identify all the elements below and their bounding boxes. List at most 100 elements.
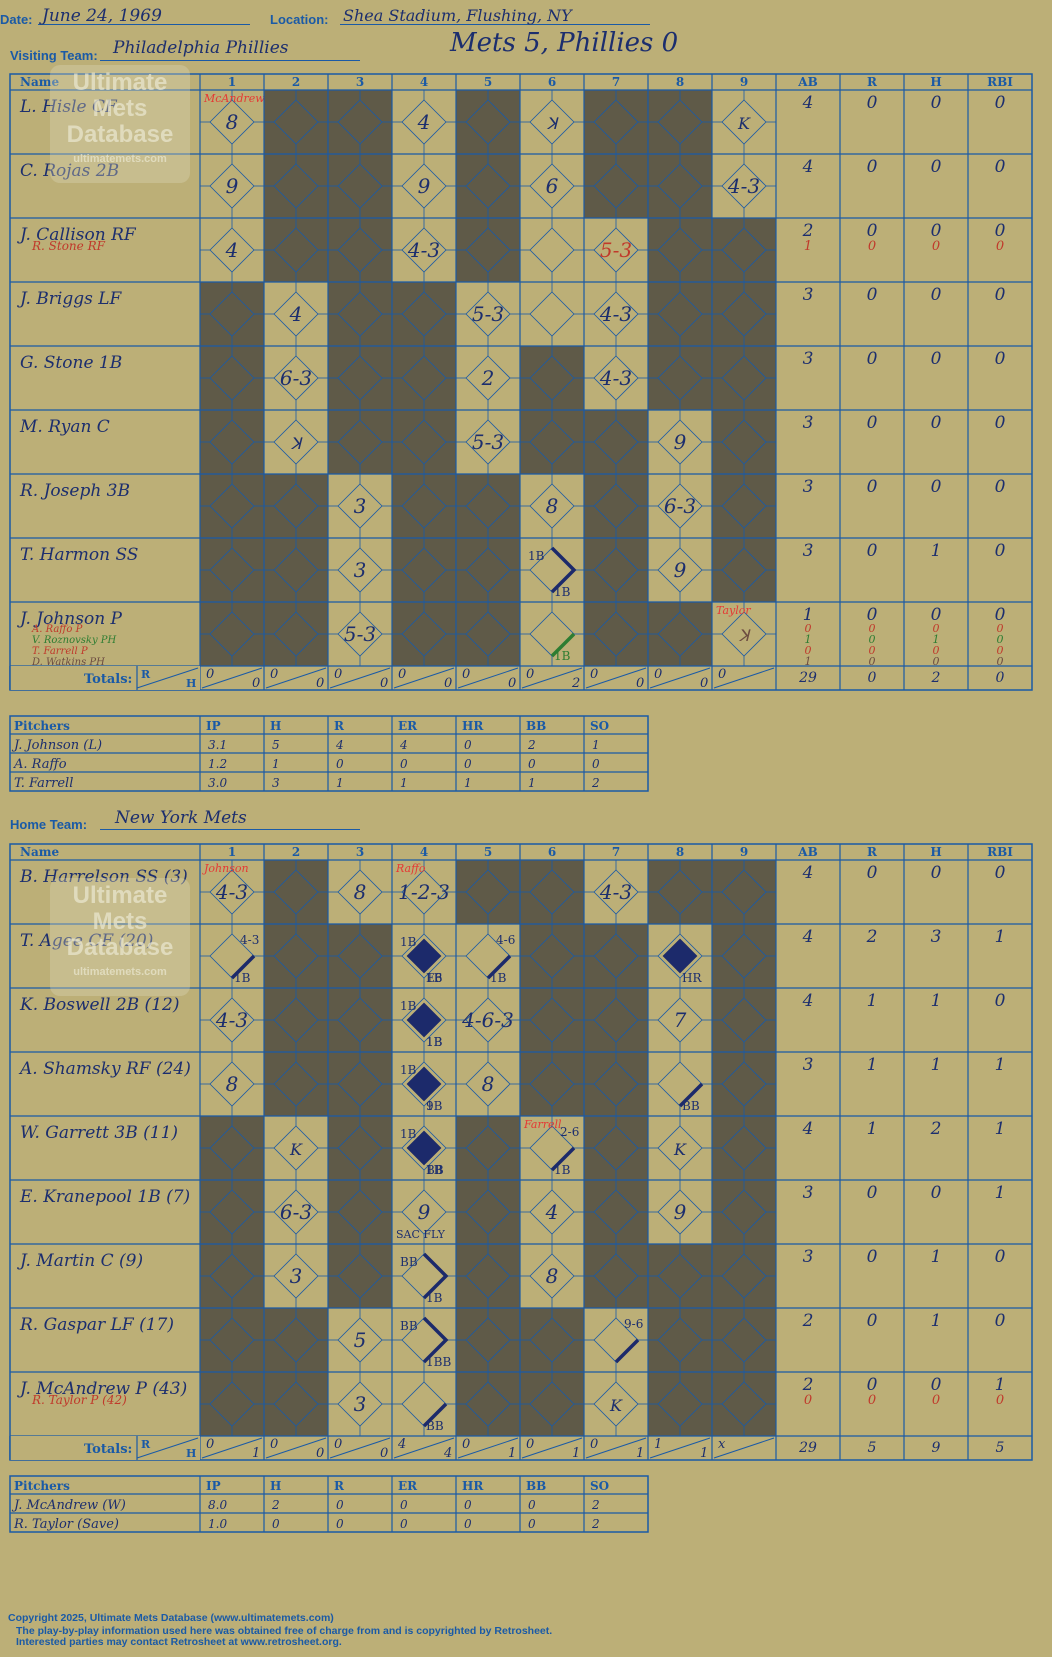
substitute-stat: 0 (997, 644, 1004, 657)
play-code: 7 (674, 1008, 687, 1032)
batter-stat: 4 (802, 93, 814, 113)
batter-stat: 4 (802, 1119, 814, 1139)
grid-header-inning: 4 (420, 845, 428, 859)
play-code: 5 (354, 1328, 367, 1352)
batter-name: W. Garrett 3B (11) (20, 1123, 178, 1143)
batter-stat: 3 (803, 1055, 814, 1075)
play-code: 8 (226, 110, 239, 134)
substitute-stat: 0 (805, 622, 812, 635)
grid-header-inning: 6 (548, 75, 556, 89)
pitcher-stat: 3 (272, 776, 280, 790)
dark-cell (328, 218, 392, 282)
batter-stat: 0 (931, 1183, 942, 1203)
grid-header-inning: 8 (676, 845, 684, 859)
batter-stat: 3 (803, 349, 814, 369)
substitute-stat: 1 (933, 633, 940, 646)
play-code: 8 (354, 880, 367, 904)
play-code: 5-3 (600, 238, 632, 262)
dark-cell (328, 90, 392, 154)
grid-header-inning: 9 (740, 845, 748, 859)
home-scorecard: Name 1 2 3 4 5 6 7 8 9 AB R H RBI 4-3 Johnson 8 1-2-3 Raff… (9, 843, 1033, 1461)
dark-cell (328, 1116, 392, 1180)
inning-runs: 0 (590, 667, 598, 682)
play-code: 4-6-3 (461, 1008, 514, 1032)
play-code: 3 (354, 558, 367, 582)
play-code: 4-3 (215, 880, 248, 904)
batter-stat: 0 (867, 863, 878, 883)
pitcher-stat: 0 (400, 1517, 408, 1531)
dark-cell (328, 1244, 392, 1308)
grid-header-stat: H (930, 75, 941, 89)
home-underline (100, 829, 360, 830)
inning-runs: 0 (526, 1437, 534, 1452)
inning-hits: 1 (572, 1446, 580, 1461)
batter-stat: 0 (995, 93, 1006, 113)
dark-cell (520, 988, 584, 1052)
dark-cell (648, 860, 712, 924)
grid-header-inning: 7 (612, 75, 620, 89)
inning-hits: 0 (636, 676, 644, 691)
base-label: BB (426, 1163, 444, 1177)
dark-cell (648, 1244, 712, 1308)
totals-slash (585, 1437, 647, 1459)
batter-stat: 1 (931, 541, 942, 561)
watermark-logo-home: Ultimate Mets Database ultimatemets.com (50, 878, 190, 996)
grid-header-stat: R (867, 845, 878, 859)
play-code: 9 (674, 558, 687, 582)
batter-stat: 0 (931, 1375, 942, 1395)
pitcher-stat: 1 (336, 776, 344, 790)
dark-cell (456, 154, 520, 218)
batter-stat: 0 (931, 221, 942, 241)
substitute-stat: 0 (805, 644, 812, 657)
grid-header-stat: RBI (987, 75, 1013, 89)
base-label: 1B (554, 1163, 571, 1177)
batter-stat: 1 (867, 991, 878, 1011)
dark-cell (328, 1180, 392, 1244)
batter-stat: 0 (867, 605, 878, 625)
dark-cell (456, 474, 520, 538)
dark-cell (392, 474, 456, 538)
substitute-stat: 0 (868, 1393, 876, 1408)
dark-cell (648, 1372, 712, 1436)
footer-retrosheet: The play-by-play information used here w… (16, 1625, 553, 1637)
totals-slash (201, 1437, 263, 1459)
substitute-stat: 0 (868, 239, 876, 254)
location-label: Location: (270, 12, 329, 27)
pitch-header: H (270, 719, 281, 733)
pitcher-change-label: Taylor (716, 604, 751, 617)
dark-cell (520, 1052, 584, 1116)
totals-slash (713, 667, 775, 689)
inning-hits: 0 (380, 1446, 388, 1461)
play-code: 9 (674, 1200, 687, 1224)
pitcher-change-label: Raffo (395, 862, 426, 875)
visiting-team-label: Visiting Team: (10, 48, 98, 63)
inning-hits: 4 (443, 1446, 452, 1461)
dark-cell (584, 1180, 648, 1244)
pitcher-stat: 0 (528, 757, 536, 771)
dark-cell (456, 602, 520, 666)
dark-cell (584, 410, 648, 474)
substitute-name: R. Taylor P (42) (31, 1393, 127, 1407)
dark-cell (648, 154, 712, 218)
batter-name: M. Ryan C (19, 417, 110, 437)
dark-cell (456, 860, 520, 924)
inning-runs: 0 (462, 667, 470, 682)
pitcher-stat: 1 (464, 776, 472, 790)
dark-cell (584, 602, 648, 666)
dark-cell (456, 1308, 520, 1372)
batter-stat: 0 (867, 541, 878, 561)
batter-stat: 1 (995, 1055, 1006, 1075)
totals-label: Totals: (84, 1442, 132, 1457)
base-label: 1B (426, 1035, 443, 1049)
batter-stat: 4 (802, 991, 814, 1011)
pitcher-name: J. Johnson (L) (11, 738, 102, 753)
inning-hits: 1 (636, 1446, 644, 1461)
totals-slash (329, 667, 391, 689)
batter-stat: 0 (867, 1247, 878, 1267)
substitute-stat: 0 (869, 644, 876, 657)
batter-stat: 3 (803, 285, 814, 305)
substitute-stat: 0 (996, 239, 1004, 254)
pitcher-stat: 2 (591, 776, 600, 790)
batter-name: C. Rojas 2B (20, 161, 119, 181)
base-label: 1BB (426, 1355, 451, 1369)
